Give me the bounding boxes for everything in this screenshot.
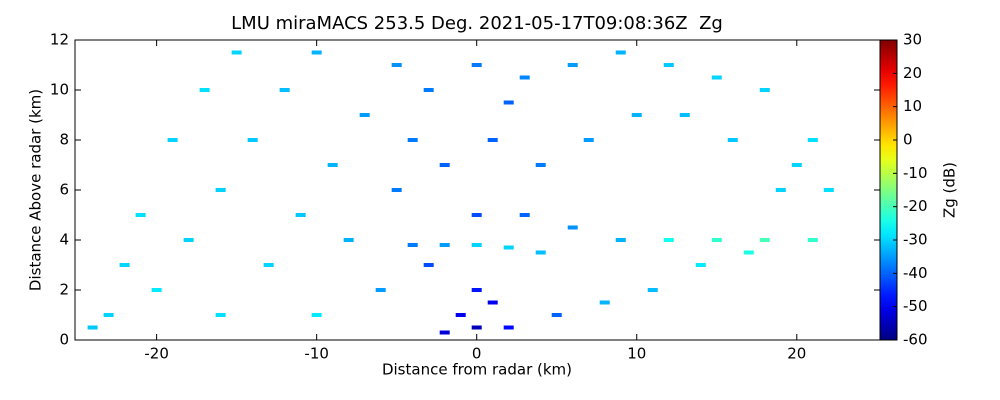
radar-echo (503, 100, 514, 105)
radar-echo (311, 50, 322, 55)
colorbar-tick-label: 20 (903, 64, 922, 82)
radar-echo (375, 288, 386, 292)
radar-echo (647, 288, 658, 292)
radar-echo (151, 288, 162, 292)
y-tick-label: 10 (50, 81, 69, 99)
x-tick-label: 10 (627, 345, 646, 363)
radar-echo (215, 188, 226, 192)
colorbar-tick-label: -30 (903, 231, 928, 249)
colorbar (879, 39, 898, 341)
radar-echo (663, 63, 674, 67)
radar-echo (391, 188, 402, 192)
radar-echo (215, 313, 226, 317)
radar-echo (503, 245, 514, 250)
radar-echo (471, 288, 482, 292)
radar-echo (455, 313, 466, 317)
x-tick-label: -10 (304, 345, 329, 363)
y-axis-label: Distance Above radar (km) (27, 89, 45, 291)
radar-echo (135, 213, 146, 217)
radar-echo (567, 225, 578, 230)
radar-echo (407, 243, 418, 247)
radar-echo (471, 63, 482, 67)
y-tick-label: 2 (59, 281, 69, 299)
radar-echo (487, 300, 498, 305)
radar-echo (407, 138, 418, 142)
colorbar-tick-label: 10 (903, 97, 922, 115)
radar-echo (615, 238, 626, 242)
radar-echo (567, 63, 578, 67)
colorbar-tick-label: -50 (903, 297, 928, 315)
radar-echo (791, 163, 802, 167)
colorbar-tick-label: -60 (903, 331, 928, 349)
radar-echo (231, 50, 242, 55)
radar-echo (327, 163, 338, 167)
y-tick-label: 12 (50, 31, 69, 49)
radar-echo (439, 330, 450, 335)
colorbar-tick-label: -10 (903, 164, 928, 182)
radar-echo (103, 313, 114, 317)
radar-echo (119, 263, 130, 267)
radar-echo (359, 113, 370, 117)
radar-echo (823, 188, 834, 192)
radar-echo (279, 88, 290, 92)
radar-echo (535, 163, 546, 167)
radar-echo (391, 63, 402, 67)
x-tick-label: 20 (787, 345, 806, 363)
radar-echo (471, 243, 482, 247)
radar-echo (439, 163, 450, 167)
y-tick-label: 6 (59, 181, 69, 199)
radar-echo (471, 213, 482, 217)
radar-echo (663, 238, 674, 242)
radar-echo (759, 238, 770, 242)
radar-echo (727, 138, 738, 142)
radar-echo (87, 325, 98, 330)
radar-echo (423, 88, 434, 92)
y-tick-label: 8 (59, 131, 69, 149)
radar-echo (743, 250, 754, 255)
radar-echo (615, 50, 626, 55)
radar-echo (471, 325, 482, 330)
radar-echo (807, 138, 818, 142)
radar-echo (535, 250, 546, 255)
radar-echo (631, 113, 642, 117)
radar-echo (679, 113, 690, 117)
radar-echo (695, 263, 706, 267)
colorbar-tick-label: -40 (903, 264, 928, 282)
radar-echo (519, 75, 530, 80)
radar-echo (759, 88, 770, 92)
radar-echo (423, 263, 434, 267)
colorbar-tick-label: 0 (903, 131, 913, 149)
radar-echo (311, 313, 322, 317)
y-tick-label: 4 (59, 231, 69, 249)
radar-echo (199, 88, 210, 92)
radar-echo (295, 213, 306, 217)
x-tick-label: 0 (472, 345, 482, 363)
radar-echo (503, 325, 514, 330)
radar-echo (583, 138, 594, 142)
radar-echo (247, 138, 258, 142)
colorbar-label: Zg (dB) (941, 162, 959, 218)
radar-echo (183, 238, 194, 242)
radar-echo (551, 313, 562, 317)
radar-echo (343, 238, 354, 242)
radar-echo (519, 213, 530, 217)
radar-echo (711, 238, 722, 242)
plot-frame (74, 39, 881, 341)
radar-echo (439, 243, 450, 247)
radar-echo (167, 138, 178, 142)
radar-echo (711, 75, 722, 80)
colorbar-tick-label: 30 (903, 31, 922, 49)
radar-echo (599, 300, 610, 305)
colorbar-tick-label: -20 (903, 197, 928, 215)
radar-echo (807, 238, 818, 242)
x-axis-label: Distance from radar (km) (382, 361, 572, 379)
radar-echo (775, 188, 786, 192)
radar-echo (487, 138, 498, 142)
x-tick-label: -20 (144, 345, 169, 363)
radar-echo (263, 263, 274, 267)
y-tick-label: 0 (59, 331, 69, 349)
chart-title: LMU miraMACS 253.5 Deg. 2021-05-17T09:08… (231, 13, 723, 34)
